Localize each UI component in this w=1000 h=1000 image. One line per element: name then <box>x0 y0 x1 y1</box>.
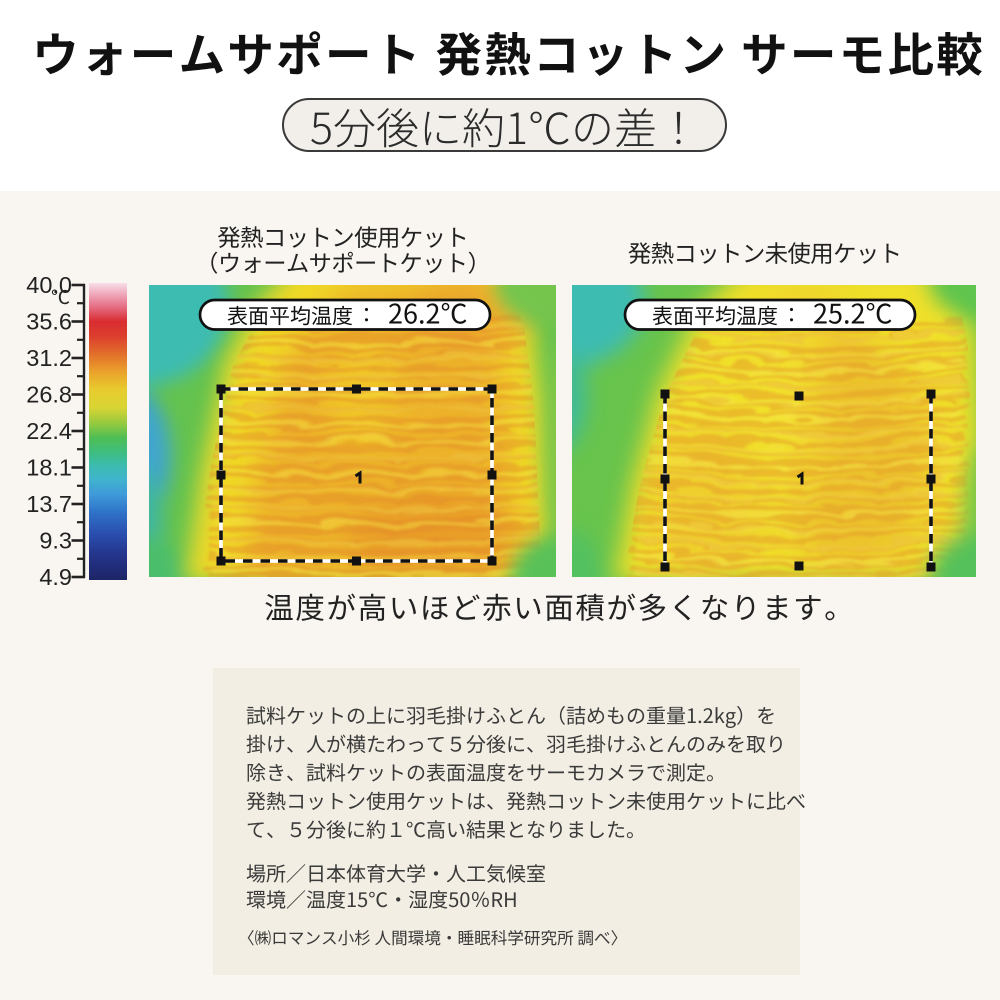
svg-text:4.9: 4.9 <box>39 564 72 590</box>
svg-text:13.7: 13.7 <box>26 491 72 517</box>
svg-text:9.3: 9.3 <box>39 528 72 554</box>
svg-text:18.1: 18.1 <box>26 455 72 481</box>
svg-text:22.4: 22.4 <box>26 418 72 444</box>
svg-text:35.6: 35.6 <box>26 309 72 335</box>
svg-text:31.2: 31.2 <box>26 345 72 371</box>
svg-text:26.8: 26.8 <box>26 382 72 408</box>
svg-text:40.0: 40.0 <box>26 272 72 298</box>
